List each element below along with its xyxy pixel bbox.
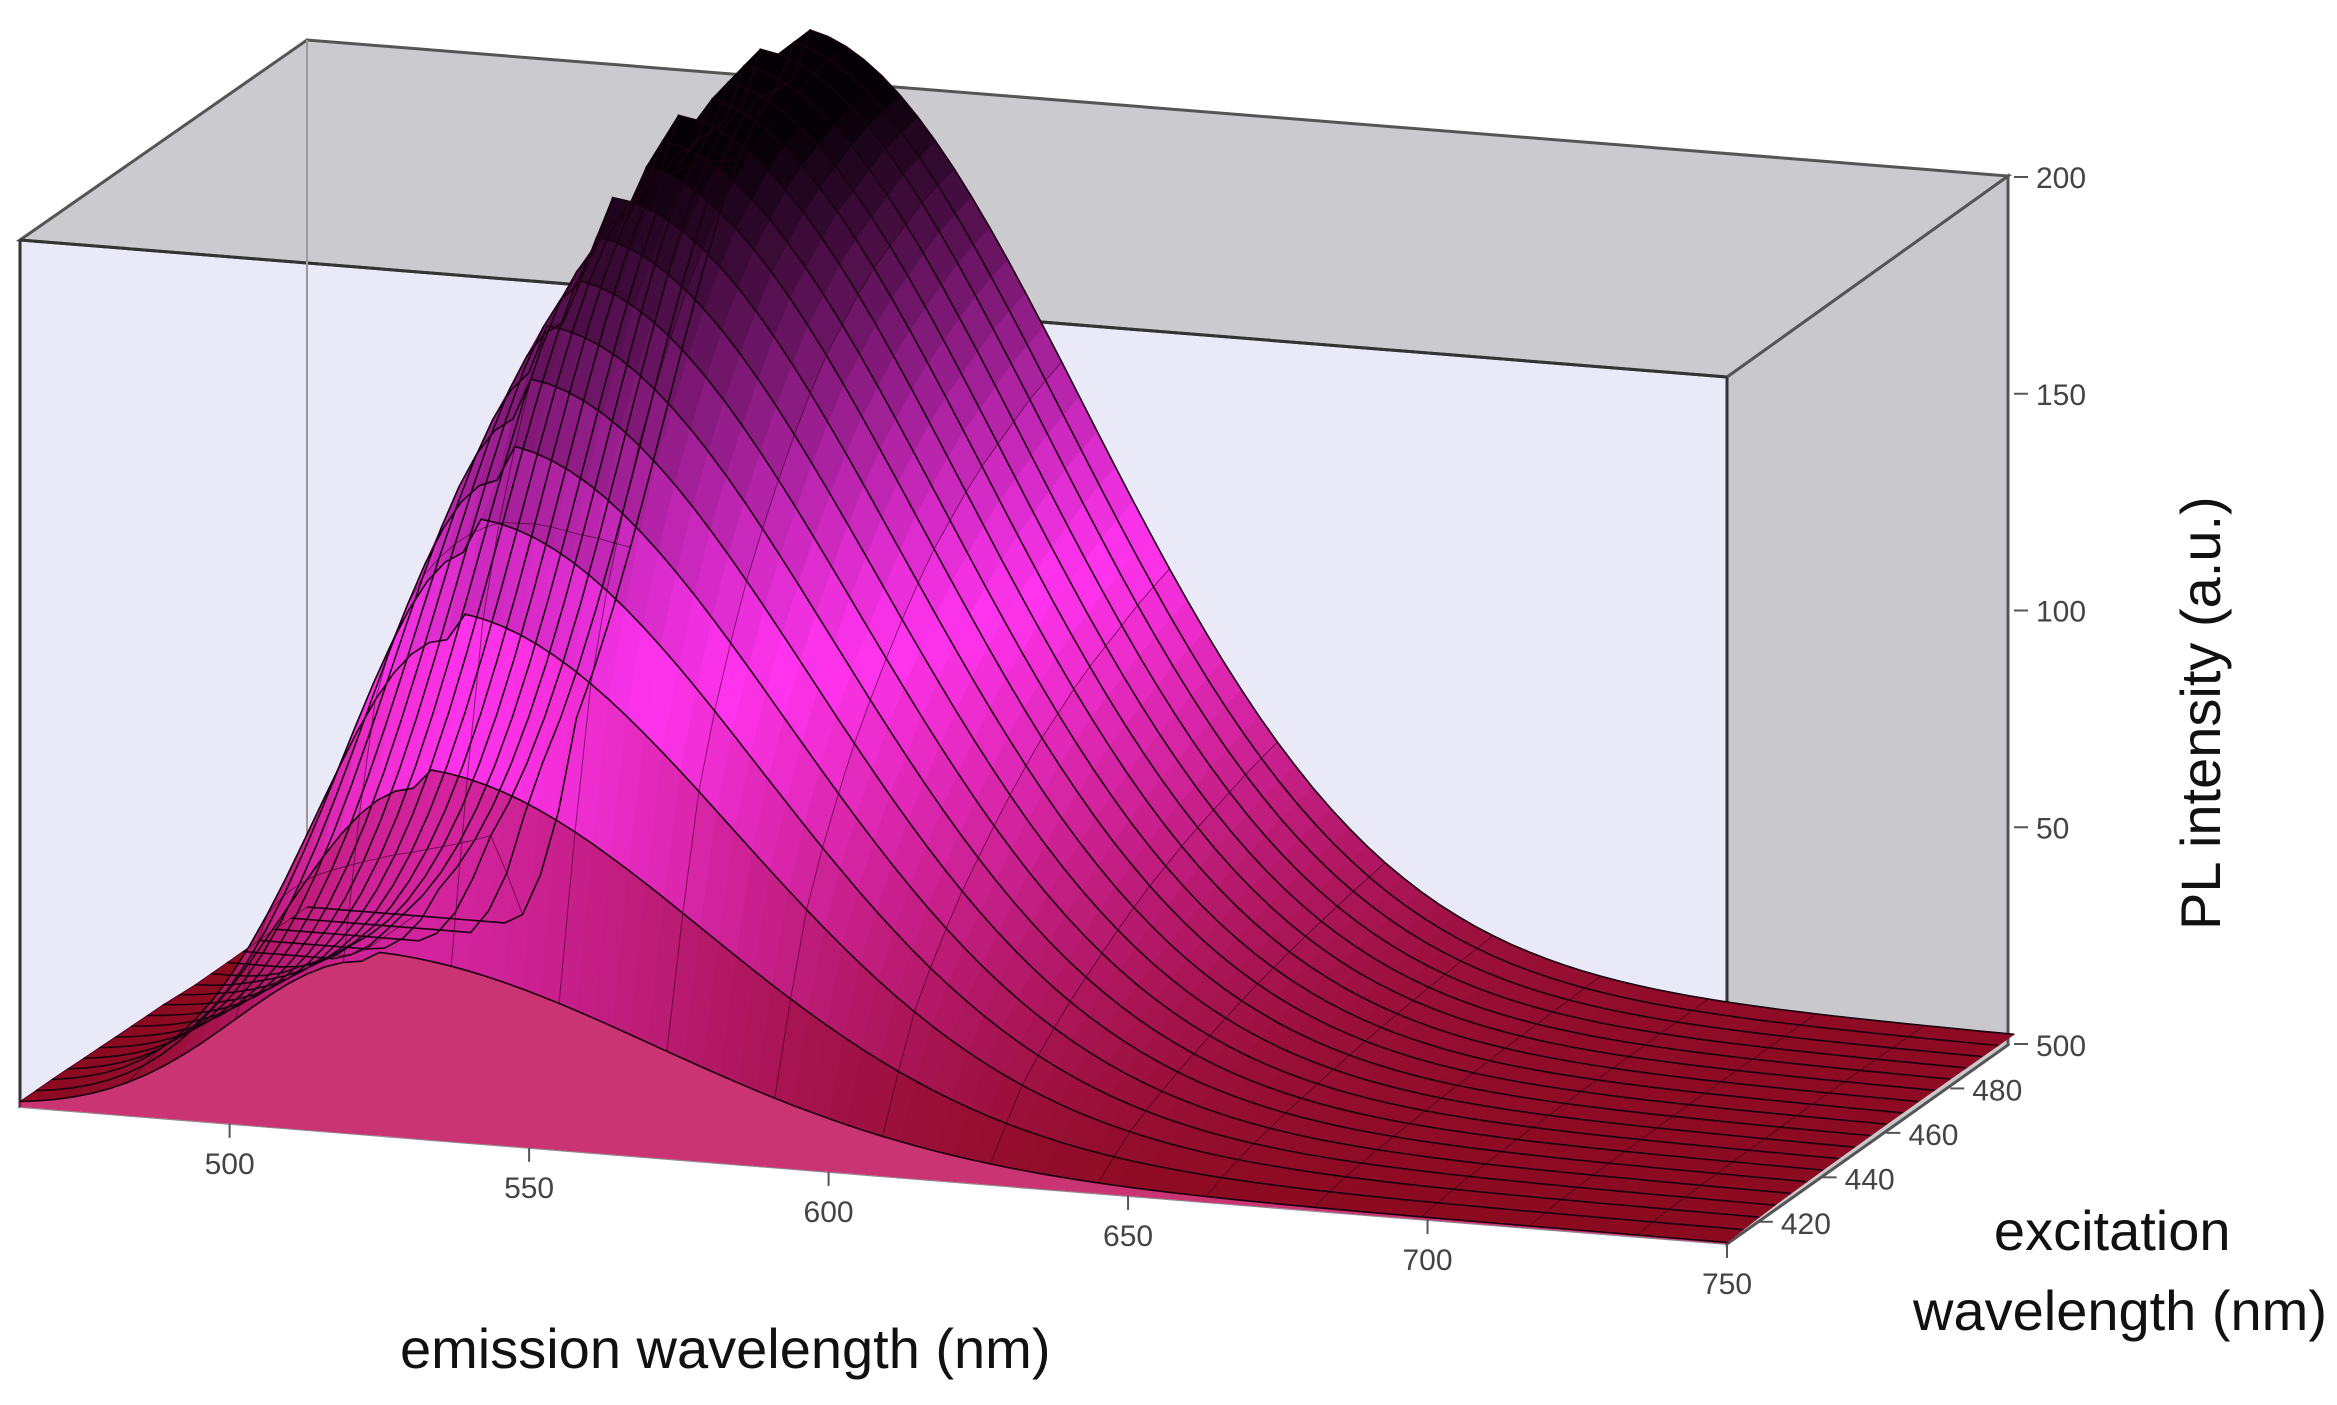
z-tick-label: 150 [2036,379,2086,412]
z-tick-label: 200 [2036,162,2086,195]
y-tick-label: 420 [1781,1208,1831,1241]
z-axis-title: PL intensity (a.u.) [2169,496,2232,930]
mesh-cross-line [774,361,1063,1099]
series-line [227,97,1935,1092]
x-tick-label: 550 [504,1172,554,1205]
mesh-cross-line [1097,862,1386,1184]
x-tick-label: 600 [804,1196,854,1229]
mesh-cross-line [882,568,1170,1137]
axes: 500 550 600 650 700 750 420 440 460 480 500 50 100 15… [205,162,2086,1301]
pl-surface [18,28,2016,1244]
surface-front-curtain [20,952,1727,1244]
series-line [195,139,1903,1114]
series-line [19,951,1728,1244]
series-line [291,40,1999,1047]
series-line [51,613,1759,1218]
series-line [306,28,2015,1036]
y-tick-label: 500 [2036,1030,2086,1063]
series-line [179,165,1887,1125]
y-axis-title-line-1: excitation [1994,1199,2231,1262]
z-tick-label: 50 [2036,812,2069,845]
series-line [99,378,1807,1183]
mesh-cross-line [1205,935,1494,1197]
series-line [259,64,1967,1069]
x-tick-label: 750 [1702,1268,1752,1301]
y-tick-label: 480 [1972,1074,2022,1107]
y-tick-label: 440 [1845,1163,1895,1196]
series-line [131,279,1839,1160]
series-line [35,769,1743,1231]
curtain-fill [20,952,1727,1244]
mesh-cross-line [1313,975,1601,1208]
y-axis-title-line-2: wavelength (nm) [1912,1279,2327,1342]
mesh-cross-line [666,167,955,1052]
series-line [83,445,1791,1195]
mesh-cross-line [127,915,416,1083]
mesh-cross-line [1636,1025,1925,1236]
mesh-cross-line [558,46,847,1004]
mesh-cross-line [989,741,1278,1165]
series-line [147,235,1855,1148]
mesh-cross-line [1528,1013,1817,1227]
series-line [115,325,1823,1171]
series-line [211,114,1919,1103]
series-line [275,48,1983,1058]
mesh-cross-line [19,906,308,1103]
mesh-cross-line [1421,998,1709,1218]
x-tick-label: 700 [1402,1244,1452,1277]
series-line [67,518,1775,1206]
mesh-cross-line [450,159,739,967]
series-line [243,80,1951,1080]
z-tick-label: 100 [2036,596,2086,629]
mesh-cross-line [235,835,524,1020]
y-axis-title: excitation wavelength (nm) [1912,1199,2327,1342]
x-tick-label: 650 [1103,1220,1153,1253]
x-tick-label: 500 [205,1148,255,1181]
series-line [163,196,1871,1137]
x-axis-title: emission wavelength (nm) [400,1317,1050,1380]
mesh-cross-line [342,521,631,963]
y-tick-label: 460 [1908,1119,1958,1152]
